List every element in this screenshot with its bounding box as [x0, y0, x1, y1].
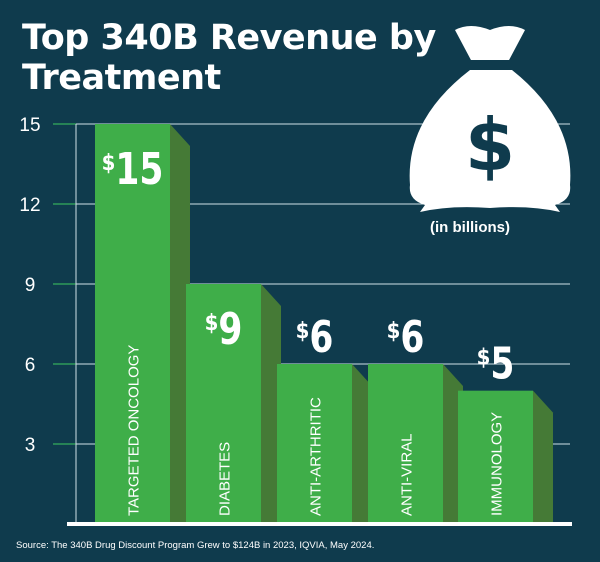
- source-note: Source: The 340B Drug Discount Program G…: [16, 540, 375, 551]
- bar-side: [261, 284, 281, 524]
- bar: [458, 390, 533, 524]
- bar: [186, 284, 261, 524]
- y-tick-label: 3: [25, 435, 36, 456]
- data-label: $15: [102, 144, 164, 195]
- category-label: TARGETED ONCOLOGY: [126, 345, 143, 516]
- data-label: $6: [296, 312, 334, 363]
- svg-text:$: $: [465, 103, 515, 187]
- bar: [277, 364, 352, 524]
- y-tick-label: 6: [25, 355, 36, 376]
- data-label: $5: [477, 339, 515, 390]
- bar-side: [533, 390, 553, 524]
- baseline: [67, 522, 572, 526]
- data-label: $6: [387, 312, 425, 363]
- bar-side: [352, 364, 372, 524]
- data-label: $9: [205, 304, 243, 355]
- category-label: IMMUNOLOGY: [489, 412, 506, 516]
- money-bag-icon: $: [409, 26, 571, 212]
- bar: [368, 364, 443, 524]
- category-label: DIABETES: [217, 442, 234, 516]
- unit-label: (in billions): [430, 219, 510, 236]
- category-label: ANTI-VIRAL: [399, 433, 416, 516]
- bar-side: [170, 124, 190, 524]
- category-label: ANTI-ARTHRITIC: [308, 397, 325, 516]
- chart-title: Top 340B Revenue by Treatment: [22, 18, 436, 98]
- y-tick-label: 15: [19, 115, 40, 136]
- y-tick-label: 12: [19, 195, 40, 216]
- y-tick-label: 9: [25, 275, 36, 296]
- bar: [95, 124, 170, 524]
